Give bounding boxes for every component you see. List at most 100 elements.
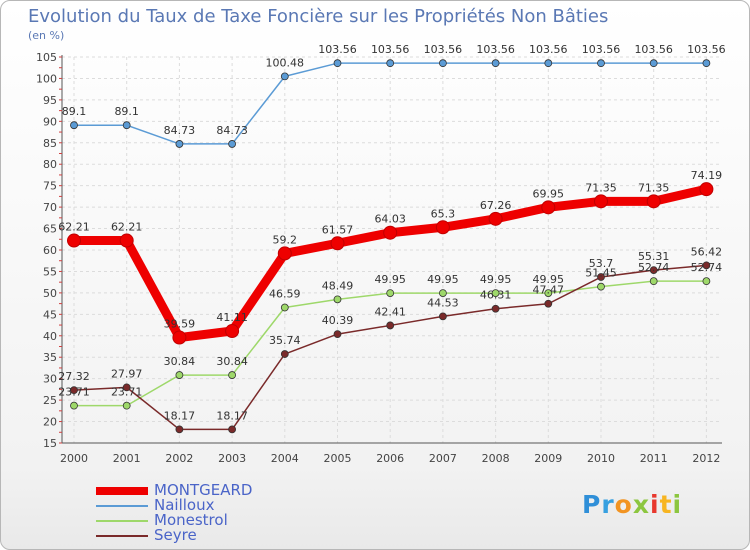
data-label-nailloux: 89.1 <box>114 105 139 118</box>
data-point-monestrol <box>544 289 553 298</box>
proxiti-logo: Proxiti <box>582 490 683 519</box>
y-tick-label: 85 <box>43 137 57 150</box>
legend-swatch-seyre <box>96 534 148 537</box>
x-tick-label: 2004 <box>271 452 299 465</box>
data-label-monestrol: 23.71 <box>111 386 143 399</box>
data-label-monestrol: 49.95 <box>480 273 512 286</box>
legend-label-monestrol: Monestrol <box>154 511 228 529</box>
data-point-monestrol <box>70 401 78 410</box>
data-point-seyre <box>544 299 553 308</box>
legend: MONTGEARD Nailloux Monestrol Seyre <box>96 483 252 543</box>
legend-swatch-montgeard <box>96 486 148 495</box>
data-point-nailloux <box>438 59 447 68</box>
data-label-montgeard: 39.59 <box>164 318 196 331</box>
data-point-montgeard <box>699 182 714 197</box>
x-tick-label: 2010 <box>587 452 615 465</box>
data-label-nailloux: 103.56 <box>424 43 463 56</box>
data-label-nailloux: 103.56 <box>529 43 568 56</box>
y-tick-label: 55 <box>43 265 57 278</box>
legend-item-seyre: Seyre <box>96 528 252 543</box>
data-point-seyre <box>70 386 78 395</box>
data-label-nailloux: 103.56 <box>634 43 673 56</box>
data-label-monestrol: 49.95 <box>427 273 459 286</box>
data-label-monestrol: 49.95 <box>374 273 406 286</box>
data-label-montgeard: 65.3 <box>431 207 456 220</box>
y-tick-label: 45 <box>43 308 57 321</box>
data-point-nailloux <box>544 59 553 68</box>
data-point-nailloux <box>175 140 184 148</box>
y-tick-label: 35 <box>43 351 57 364</box>
x-tick-label: 2000 <box>60 452 88 465</box>
data-point-seyre <box>438 312 447 321</box>
data-point-monestrol <box>491 289 500 298</box>
data-point-seyre <box>228 425 237 434</box>
legend-item-montgeard: MONTGEARD <box>96 483 252 498</box>
data-point-montgeard <box>119 233 134 248</box>
x-tick-label: 2008 <box>482 452 510 465</box>
data-point-seyre <box>386 321 395 330</box>
data-label-monestrol: 52.74 <box>691 261 723 274</box>
y-tick-label: 30 <box>43 373 57 386</box>
data-label-seyre: 46.31 <box>480 289 512 302</box>
data-point-seyre <box>280 350 289 358</box>
data-label-montgeard: 69.95 <box>533 187 565 200</box>
y-tick-label: 100 <box>36 72 57 85</box>
data-point-montgeard <box>225 324 240 339</box>
data-point-montgeard <box>277 246 292 261</box>
data-point-nailloux <box>122 121 131 130</box>
y-tick-label: 75 <box>43 180 57 193</box>
data-label-monestrol: 30.84 <box>216 355 248 368</box>
data-label-montgeard: 67.26 <box>480 199 512 212</box>
y-tick-label: 50 <box>43 287 57 300</box>
data-point-seyre <box>491 304 500 313</box>
data-point-montgeard <box>383 225 398 240</box>
data-point-monestrol <box>438 289 447 298</box>
x-tick-label: 2007 <box>429 452 457 465</box>
y-tick-label: 90 <box>43 115 57 128</box>
legend-label-montgeard: MONTGEARD <box>154 481 253 499</box>
data-label-montgeard: 41.11 <box>216 311 248 324</box>
legend-swatch-monestrol <box>96 519 148 522</box>
data-label-montgeard: 59.2 <box>273 233 298 246</box>
x-tick-label: 2002 <box>165 452 193 465</box>
data-point-nailloux <box>228 140 237 148</box>
data-label-nailloux: 84.73 <box>216 124 248 137</box>
y-tick-label: 60 <box>43 244 57 257</box>
data-label-montgeard: 71.35 <box>638 181 670 194</box>
data-label-montgeard: 64.03 <box>374 213 406 226</box>
x-tick-label: 2011 <box>640 452 668 465</box>
data-point-montgeard <box>488 211 503 226</box>
data-label-monestrol: 48.49 <box>322 279 354 292</box>
data-label-nailloux: 103.56 <box>318 43 357 56</box>
data-point-monestrol <box>386 289 395 298</box>
y-tick-label: 80 <box>43 158 57 171</box>
y-tick-label: 95 <box>43 94 57 107</box>
data-label-nailloux: 103.56 <box>687 43 726 56</box>
legend-label-nailloux: Nailloux <box>154 496 215 514</box>
data-label-monestrol: 51.45 <box>585 267 617 280</box>
data-label-seyre: 44.53 <box>427 296 459 309</box>
y-tick-label: 70 <box>43 201 57 214</box>
data-point-seyre <box>702 261 711 270</box>
legend-item-monestrol: Monestrol <box>96 513 252 528</box>
data-label-nailloux: 103.56 <box>371 43 410 56</box>
y-tick-label: 20 <box>43 416 57 429</box>
data-label-nailloux: 103.56 <box>476 43 515 56</box>
data-label-nailloux: 100.48 <box>266 56 305 69</box>
data-label-montgeard: 74.19 <box>691 169 723 182</box>
legend-label-seyre: Seyre <box>154 526 197 544</box>
data-label-seyre: 18.17 <box>216 409 248 422</box>
data-point-nailloux <box>649 59 658 68</box>
data-point-nailloux <box>597 59 605 68</box>
x-tick-label: 2005 <box>324 452 352 465</box>
data-point-montgeard <box>646 194 661 209</box>
y-tick-label: 15 <box>43 437 57 450</box>
data-point-nailloux <box>491 59 500 68</box>
data-label-seyre: 53.7 <box>589 257 614 270</box>
data-label-montgeard: 61.57 <box>322 223 354 236</box>
data-label-seyre: 56.42 <box>691 245 723 258</box>
x-tick-label: 2012 <box>692 452 720 465</box>
x-tick-label: 2009 <box>534 452 562 465</box>
